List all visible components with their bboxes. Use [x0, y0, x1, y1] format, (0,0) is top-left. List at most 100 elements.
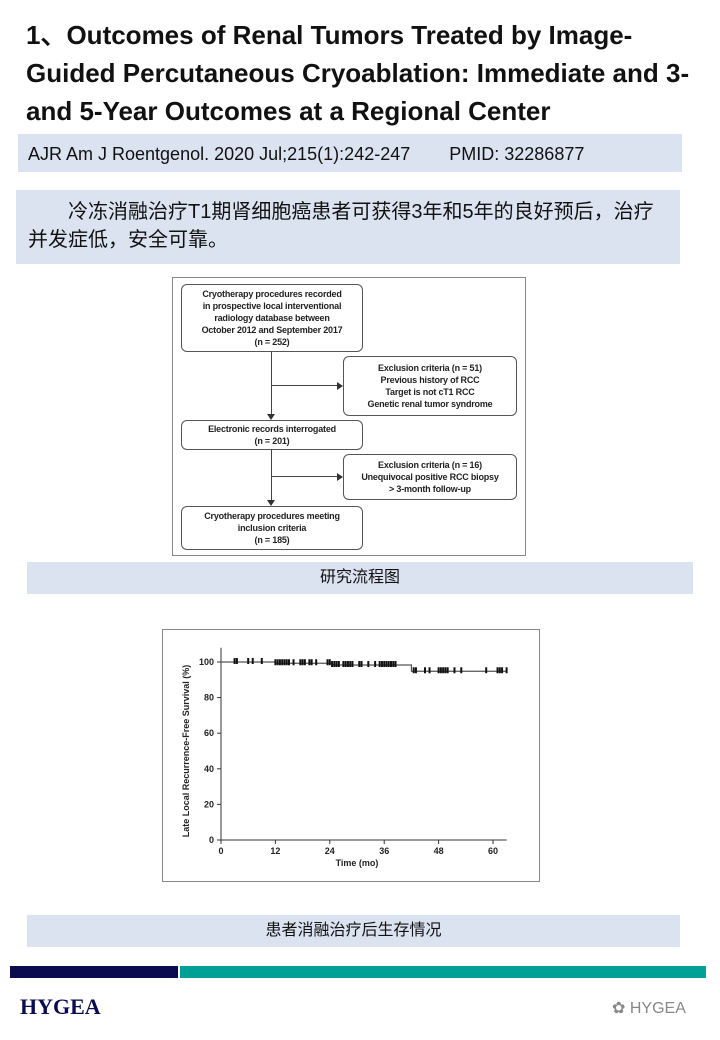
censor-mark — [260, 658, 263, 664]
flow-connector — [271, 449, 272, 500]
censor-mark — [358, 661, 361, 668]
y-tick-label: 60 — [204, 728, 214, 738]
censor-mark — [501, 667, 504, 674]
censor-mark — [374, 661, 377, 668]
censor-mark — [235, 658, 238, 664]
censor-mark — [351, 661, 354, 668]
censor-mark — [392, 661, 395, 668]
censor-mark — [337, 661, 340, 668]
censor-mark — [485, 667, 488, 674]
journal-citation: AJR Am J Roentgenol. 2020 Jul;215(1):242… — [28, 144, 411, 164]
y-tick-label: 100 — [199, 657, 214, 667]
arrow-right-icon — [337, 382, 343, 390]
censor-mark — [498, 667, 501, 674]
censor-mark — [328, 659, 331, 666]
censor-mark — [344, 661, 347, 668]
flow-box-interrogated: Electronic records interrogated (n = 201) — [181, 420, 363, 450]
footer-bar-navy — [10, 966, 178, 978]
censor-mark — [315, 659, 318, 666]
citation-band: AJR Am J Roentgenol. 2020 Jul;215(1):242… — [18, 134, 682, 172]
flow-connector — [271, 385, 337, 386]
censor-mark — [428, 667, 431, 674]
censor-mark — [331, 661, 334, 668]
arrow-right-icon — [337, 473, 343, 481]
y-tick-label: 20 — [204, 799, 214, 809]
page-title: 1、Outcomes of Renal Tumors Treated by Im… — [26, 20, 690, 126]
censor-mark — [385, 661, 388, 668]
censor-mark — [251, 658, 254, 664]
y-tick-label: 80 — [204, 693, 214, 703]
censor-mark — [444, 667, 447, 674]
footer-bar-teal — [180, 966, 706, 978]
flow-connector — [271, 351, 272, 415]
survival-chart-svg: 0 12 24 36 48 60 0 20 40 60 80 100 Time (mo) Late Loc… — [181, 647, 508, 868]
flow-box-recorded: Cryotherapy procedures recorded in prospe… — [181, 284, 363, 352]
censor-mark — [414, 667, 417, 674]
censor-mark — [335, 661, 338, 668]
x-tick-label: 24 — [325, 846, 335, 856]
censor-mark — [460, 667, 463, 674]
censor-mark — [390, 661, 392, 668]
censor-mark — [442, 667, 445, 674]
censor-mark — [299, 659, 302, 666]
x-axis-label: Time (mo) — [336, 858, 379, 868]
y-axis-label: Late Local Recurrence-Free Survival (%) — [181, 665, 191, 838]
chart-caption: 患者消融治疗后生存情况 — [27, 915, 680, 947]
censor-mark — [326, 659, 329, 666]
x-tick-label: 48 — [434, 846, 444, 856]
x-tick-label: 60 — [488, 846, 498, 856]
x-tick-label: 0 — [218, 846, 223, 856]
censor-mark — [378, 661, 381, 668]
censor-mark — [412, 667, 415, 674]
censor-mark — [394, 661, 397, 668]
censor-mark — [308, 659, 311, 666]
flowchart: Cryotherapy procedures recorded in prospe… — [172, 277, 526, 556]
censor-mark — [276, 659, 279, 666]
censor-mark — [247, 658, 250, 664]
x-tick-label: 12 — [270, 846, 280, 856]
summary-text: 冷冻消融治疗T1期肾细胞癌患者可获得3年和5年的良好预后，治疗并发症低，安全可靠… — [16, 190, 680, 264]
censor-mark — [349, 661, 352, 668]
censor-mark — [346, 661, 349, 668]
censor-mark — [288, 659, 290, 666]
censor-mark — [285, 659, 288, 666]
censor-mark — [439, 667, 442, 674]
censor-mark — [360, 661, 363, 668]
y-tick-label: 40 — [204, 764, 214, 774]
x-tick-label: 36 — [379, 846, 389, 856]
censor-mark — [367, 661, 370, 668]
censor-mark — [292, 659, 295, 666]
censor-mark — [301, 659, 304, 666]
censor-mark — [383, 661, 386, 668]
censor-mark — [496, 667, 499, 674]
censor-mark — [342, 661, 345, 668]
censor-mark — [505, 667, 508, 674]
survival-curve — [221, 661, 507, 672]
pmid: PMID: 32286877 — [449, 144, 585, 164]
flow-connector — [271, 476, 337, 477]
flow-box-included: Cryotherapy procedures meeting inclusion … — [181, 506, 363, 550]
flowchart-caption: 研究流程图 — [27, 562, 693, 594]
censor-mark — [278, 659, 281, 666]
censor-mark — [453, 667, 456, 674]
censor-mark — [233, 658, 236, 664]
flow-box-exclusion-2: Exclusion criteria (n = 16) Unequivocal p… — [343, 454, 517, 500]
censor-mark — [283, 659, 286, 666]
y-tick-label: 0 — [209, 835, 214, 845]
censor-mark — [387, 661, 390, 668]
flow-box-exclusion-1: Exclusion criteria (n = 51) Previous hist… — [343, 356, 517, 416]
censor-mark — [380, 661, 383, 668]
arrow-down-icon — [267, 414, 275, 420]
censor-mark — [310, 659, 313, 666]
censor-mark — [281, 659, 284, 666]
censor-mark — [446, 667, 449, 674]
censor-mark — [274, 659, 277, 666]
censor-mark — [424, 667, 426, 674]
censor-mark — [437, 667, 440, 674]
censor-mark — [303, 659, 306, 666]
hygea-logo: HYGEA — [20, 994, 101, 1019]
censor-mark — [333, 661, 336, 668]
watermark: ✿ HYGEA — [612, 1000, 686, 1017]
arrow-down-icon — [267, 500, 275, 506]
